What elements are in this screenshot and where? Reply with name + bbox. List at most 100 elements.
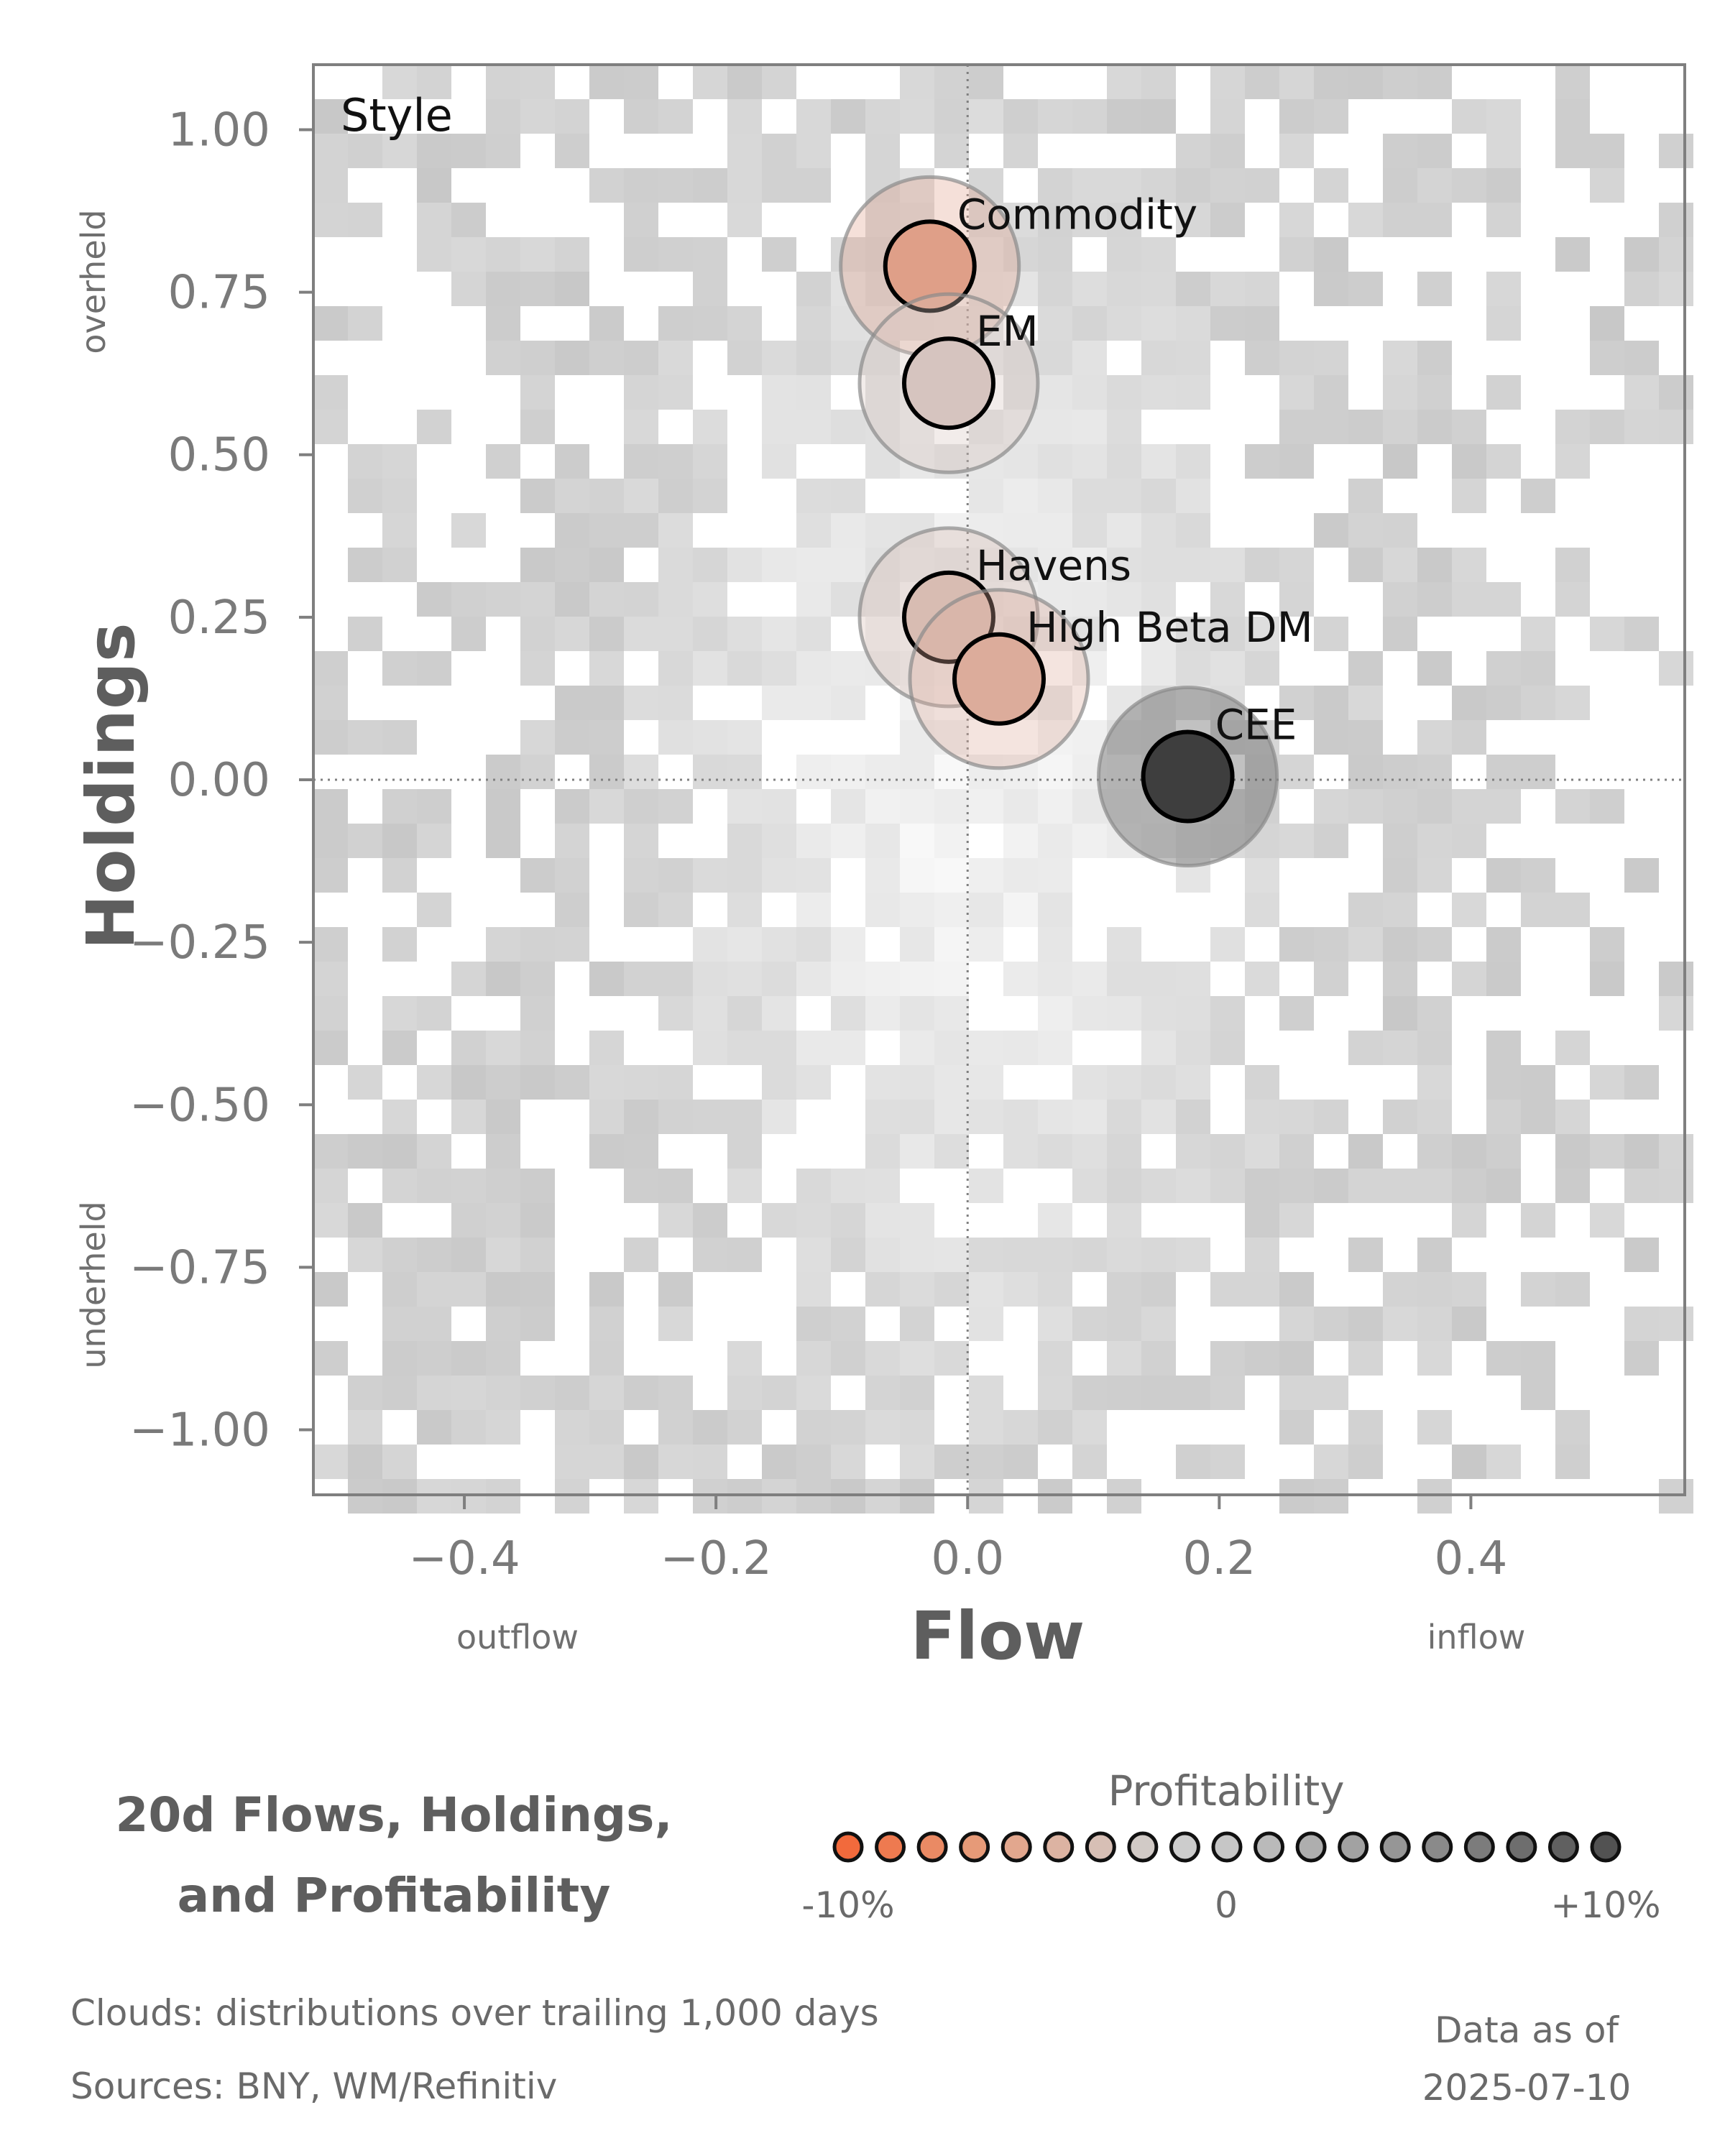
- cloud-cell: [1521, 686, 1555, 720]
- cloud-cell: [1141, 582, 1176, 617]
- cloud-cell: [1107, 1134, 1141, 1169]
- cloud-cell: [934, 720, 969, 755]
- cloud-cell: [1314, 1445, 1348, 1479]
- cloud-cell: [1072, 1169, 1107, 1203]
- cloud-cell: [1038, 410, 1072, 444]
- cloud-cell: [1107, 548, 1141, 582]
- cloud-cell: [1210, 1376, 1245, 1410]
- cloud-cell: [1452, 893, 1486, 927]
- cloud-cell: [1555, 1100, 1590, 1134]
- cloud-cell: [1417, 272, 1452, 306]
- cloud-cell: [1279, 341, 1314, 375]
- legend-swatch: [1463, 1831, 1495, 1863]
- cloud-cell: [865, 1169, 900, 1203]
- cloud-cell: [1279, 824, 1314, 858]
- cloud-cell: [762, 65, 796, 99]
- cloud-cell: [831, 513, 865, 548]
- cloud-cell: [1038, 272, 1072, 306]
- cloud-cell: [1003, 1445, 1038, 1479]
- cloud-cell: [555, 513, 589, 548]
- cloud-cell: [1038, 789, 1072, 824]
- cloud-cell: [1279, 203, 1314, 237]
- cloud-cell: [831, 651, 865, 686]
- cloud-cell: [1210, 272, 1245, 306]
- cloud-cell: [313, 134, 348, 168]
- profitability-legend: [832, 1831, 1622, 1863]
- cloud-cell: [520, 996, 555, 1031]
- cloud-cell: [796, 99, 831, 134]
- cloud-cell: [382, 134, 417, 168]
- cloud-cell: [1072, 1238, 1107, 1272]
- cloud-cell: [624, 893, 658, 927]
- cloud-cell: [1348, 1134, 1383, 1169]
- cloud-cell: [589, 1134, 624, 1169]
- cloud-cell: [796, 1307, 831, 1341]
- cloud-cell: [1210, 1445, 1245, 1479]
- cloud-cell: [1555, 893, 1590, 927]
- cloud-cell: [762, 1065, 796, 1100]
- x-tick-label: −0.4: [408, 1532, 520, 1585]
- cloud-cell: [1452, 1203, 1486, 1238]
- cloud-cell: [1003, 1272, 1038, 1307]
- cloud-cell: [520, 1031, 555, 1065]
- cloud-cell: [1417, 996, 1452, 1031]
- legend-tick-min: -10%: [801, 1884, 894, 1926]
- cloud-cell: [348, 720, 382, 755]
- cloud-cell: [624, 513, 658, 548]
- cloud-cell: [1624, 1307, 1659, 1341]
- cloud-cell: [865, 755, 900, 789]
- cloud-cell: [520, 755, 555, 789]
- cloud-cell: [555, 927, 589, 962]
- cloud-cell: [1279, 99, 1314, 134]
- cloud-cell: [1279, 1341, 1314, 1376]
- footer-asof-date: 2025-07-10: [1422, 2067, 1632, 2109]
- cloud-cell: [1245, 444, 1279, 479]
- cloud-cell: [1038, 479, 1072, 513]
- cloud-cell: [624, 444, 658, 479]
- cloud-cell: [1038, 168, 1072, 203]
- cloud-cell: [1383, 65, 1417, 99]
- cloud-cell: [1417, 1169, 1452, 1203]
- cloud-cell: [934, 1100, 969, 1134]
- cloud-cell: [589, 168, 624, 203]
- cloud-cell: [1486, 1100, 1521, 1134]
- cloud-cell: [1038, 1341, 1072, 1376]
- cloud-cell: [1245, 272, 1279, 306]
- cloud-cell: [555, 617, 589, 651]
- cloud-cell: [624, 1169, 658, 1203]
- cloud-cell: [1555, 1410, 1590, 1445]
- cloud-cell: [520, 237, 555, 272]
- cloud-cell: [486, 444, 520, 479]
- cloud-cell: [555, 1410, 589, 1445]
- cloud-cell: [1348, 548, 1383, 582]
- y-side-label-overheld: overheld: [74, 209, 113, 354]
- cloud-cell: [1176, 306, 1210, 341]
- cloud-cell: [1521, 651, 1555, 686]
- cloud-cell: [1141, 548, 1176, 582]
- cloud-cell: [313, 824, 348, 858]
- cloud-cell: [1141, 1272, 1176, 1307]
- cloud-cell: [865, 375, 900, 410]
- cloud-cell: [348, 1134, 382, 1169]
- cloud-cell: [865, 203, 900, 237]
- cloud-cell: [831, 1410, 865, 1445]
- cloud-cell: [589, 1410, 624, 1445]
- cloud-cell: [382, 789, 417, 824]
- cloud-cell: [1279, 444, 1314, 479]
- cloud-cell: [1348, 65, 1383, 99]
- cloud-cell: [1245, 1169, 1279, 1203]
- cloud-cell: [900, 1203, 934, 1238]
- cloud-cell: [1176, 375, 1210, 410]
- cloud-cell: [1107, 1203, 1141, 1238]
- cloud-cell: [727, 962, 762, 996]
- cloud-cell: [1590, 410, 1624, 444]
- cloud-cell: [451, 1238, 486, 1272]
- cloud-cell: [451, 617, 486, 651]
- cloud-cell: [1417, 720, 1452, 755]
- cloud-cell: [486, 1272, 520, 1307]
- cloud-cell: [1176, 651, 1210, 686]
- cloud-cell: [1314, 1169, 1348, 1203]
- cloud-cell: [727, 1238, 762, 1272]
- cloud-cell: [1003, 1238, 1038, 1272]
